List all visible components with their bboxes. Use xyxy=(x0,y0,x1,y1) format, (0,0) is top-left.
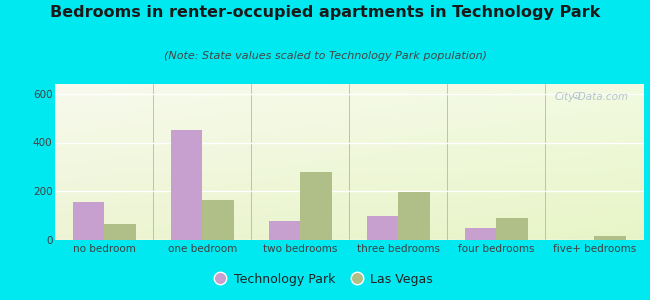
Text: ⊙: ⊙ xyxy=(573,92,582,101)
Bar xyxy=(269,220,300,240)
Bar xyxy=(497,218,528,240)
Bar xyxy=(73,202,104,240)
Text: Bedrooms in renter-occupied apartments in Technology Park: Bedrooms in renter-occupied apartments i… xyxy=(50,4,600,20)
Bar xyxy=(104,224,136,240)
Bar xyxy=(367,216,398,240)
Bar xyxy=(300,172,332,240)
Legend: Technology Park, Las Vegas: Technology Park, Las Vegas xyxy=(213,268,437,291)
Text: City-Data.com: City-Data.com xyxy=(554,92,629,102)
Text: (Note: State values scaled to Technology Park population): (Note: State values scaled to Technology… xyxy=(164,51,486,61)
Bar xyxy=(595,236,626,240)
Bar xyxy=(465,228,497,240)
Bar xyxy=(398,193,430,240)
Bar xyxy=(171,130,202,240)
Bar xyxy=(202,200,234,240)
